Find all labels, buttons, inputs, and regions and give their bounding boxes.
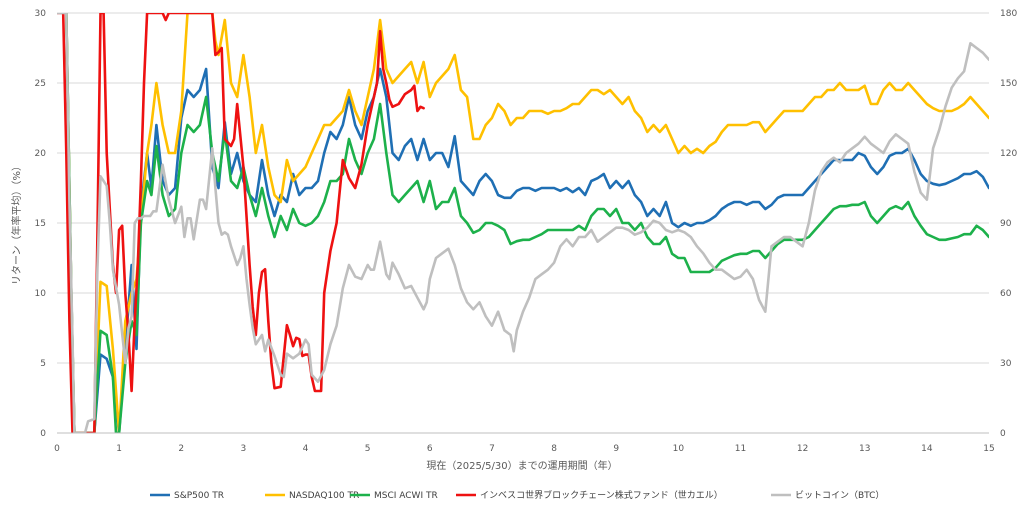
legend-label: NASDAQ100 TR xyxy=(289,491,359,501)
x-axis-title: 現在（2025/5/30）までの運用期間（年） xyxy=(426,459,617,472)
y-tick-label: 5 xyxy=(40,359,46,369)
y2-tick-label: 150 xyxy=(1000,79,1017,89)
x-tick-label: 6 xyxy=(427,444,433,454)
y-axis-title: リターン（年率平均）（%） xyxy=(10,161,23,285)
x-tick-label: 10 xyxy=(673,444,685,454)
x-tick-label: 13 xyxy=(859,444,870,454)
x-tick-label: 5 xyxy=(365,444,371,454)
y-tick-label: 10 xyxy=(35,289,47,299)
y2-tick-label: 0 xyxy=(1000,429,1006,439)
y2-tick-label: 180 xyxy=(1000,9,1017,19)
y-tick-label: 25 xyxy=(35,79,46,89)
y2-tick-label: 30 xyxy=(1000,359,1012,369)
y2-tick-label: 120 xyxy=(1000,149,1017,159)
x-tick-label: 7 xyxy=(489,444,495,454)
legend-item: MSCI ACWI TR xyxy=(350,491,438,501)
legend-item: S&P500 TR xyxy=(150,491,224,501)
x-tick-label: 12 xyxy=(797,444,808,454)
legend-item: NASDAQ100 TR xyxy=(265,491,359,501)
y2-tick-label: 90 xyxy=(1000,219,1012,229)
x-tick-label: 3 xyxy=(241,444,247,454)
y-tick-label: 30 xyxy=(35,9,47,19)
series-line xyxy=(57,13,989,433)
x-tick-label: 0 xyxy=(54,444,60,454)
x-tick-label: 15 xyxy=(983,444,994,454)
x-tick-label: 14 xyxy=(921,444,933,454)
series-line xyxy=(57,13,425,433)
y-tick-label: 20 xyxy=(35,149,47,159)
x-tick-label: 4 xyxy=(303,444,309,454)
legend: S&P500 TR NASDAQ100 TR MSCI ACWI TR インベスコ世界… xyxy=(150,489,884,501)
legend-label: インベスコ世界ブロックチェーン株式ファンド（世カエル） xyxy=(480,489,723,501)
y2-axis-ticks: 0 30 60 90 120 150 180 xyxy=(1000,9,1017,439)
legend-item: インベスコ世界ブロックチェーン株式ファンド（世カエル） xyxy=(456,489,723,501)
series-lines xyxy=(57,13,989,433)
legend-label: S&P500 TR xyxy=(174,491,224,501)
y2-tick-label: 60 xyxy=(1000,289,1012,299)
y-tick-label: 0 xyxy=(40,429,46,439)
x-tick-label: 11 xyxy=(735,444,746,454)
series-line xyxy=(65,13,989,433)
legend-label: MSCI ACWI TR xyxy=(374,491,438,501)
x-tick-label: 9 xyxy=(613,444,619,454)
legend-item: ビットコイン（BTC） xyxy=(771,490,884,501)
x-tick-label: 8 xyxy=(551,444,557,454)
x-axis-ticks: 0 1 2 3 4 5 6 7 8 9 10 11 12 13 14 15 xyxy=(54,444,995,454)
x-tick-label: 2 xyxy=(178,444,184,454)
y-axis-ticks: 0 5 10 15 20 25 30 xyxy=(35,9,47,439)
x-tick-label: 1 xyxy=(116,444,122,454)
y-tick-label: 15 xyxy=(35,219,46,229)
legend-label: ビットコイン（BTC） xyxy=(795,490,884,501)
